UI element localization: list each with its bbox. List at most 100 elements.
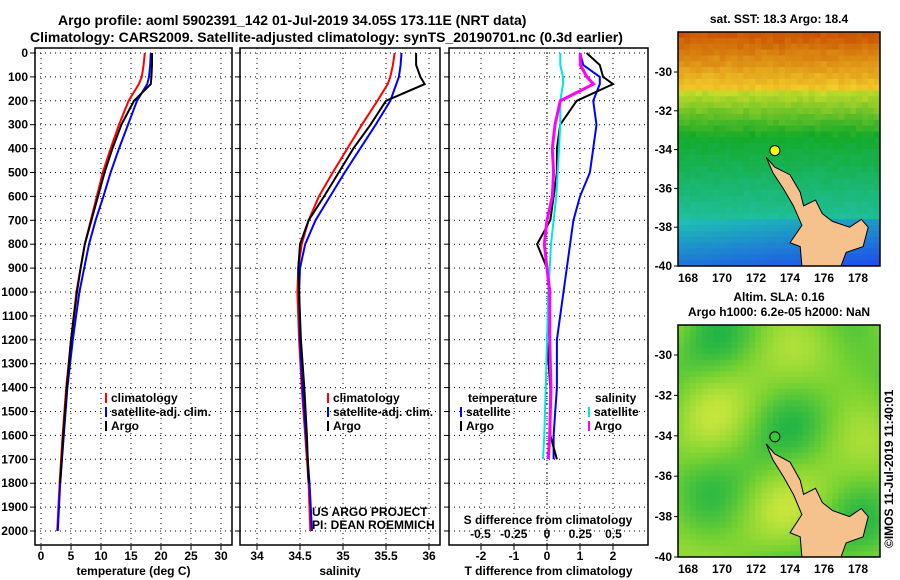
map-cell [826,487,833,494]
map-cell [796,67,804,74]
map-cell [874,248,881,255]
map-cell [802,137,810,144]
map-cell [784,67,792,74]
map-cell [719,201,727,208]
map-cell [761,458,768,465]
map-cell [796,458,804,465]
map-cell [779,377,786,384]
map-cell [695,510,703,517]
map-cell [761,481,768,488]
map-cell [838,61,845,68]
map-cell [784,260,792,267]
map-cell [802,96,810,103]
map-cell [850,446,857,454]
map-cell [719,377,727,384]
map-cell [868,84,875,91]
map-cell [678,487,685,494]
map-cell [784,336,792,343]
map-cell [814,178,822,185]
map-cell [874,359,881,367]
map-cell [737,184,744,191]
map-cell [790,166,798,173]
map-cell [725,510,732,517]
y-tick-label: 100 [8,70,28,84]
map-cell [850,154,857,162]
map-cell [749,166,756,173]
map-cell [678,184,685,191]
project-credit: US ARGO PROJECT [312,505,428,519]
map-cell [868,394,875,401]
map-cell [856,388,863,396]
map-cell [767,32,774,39]
new-zealand-land [765,443,869,558]
map-cell [838,365,845,372]
map-cell [689,493,697,500]
map-cell [802,458,810,465]
map-frame [677,324,881,558]
map-cell [755,184,762,191]
map-cell [802,325,810,332]
map-cell [755,528,762,535]
map-cell [844,207,851,214]
map-cell [790,78,798,86]
map-cell [737,43,744,51]
map-cell [779,354,786,361]
map-cell [868,96,875,103]
map-cell [826,137,833,144]
map-cell [701,336,709,343]
map-cell [874,412,881,419]
map-cell [832,108,839,115]
map-cell [719,522,727,529]
sst-map-title: sat. SST: 18.3 Argo: 18.4 [710,12,849,26]
map-cell [874,149,881,156]
map-cell [868,149,875,156]
map-cell [755,406,762,413]
map-cell [683,242,691,249]
map-cell [814,67,822,74]
map-cell [838,499,845,506]
map-cell [761,149,768,156]
map-cell [761,260,768,267]
map-cell [713,470,721,477]
map-cell [850,330,857,338]
map-cell [796,423,804,430]
map-cell [713,342,721,349]
map-cell [749,359,756,367]
map-cell [761,551,768,558]
map-cell [719,510,727,517]
map-cell [838,131,845,138]
map-cell [695,446,703,454]
argo-float-location-marker [769,431,781,443]
map-cell [719,354,727,361]
map-cell [761,113,768,121]
map-cell [868,207,875,214]
map-cell [868,137,875,144]
map-cell [689,189,697,197]
map-cell [808,37,816,45]
map-cell [838,475,845,483]
map-cell [689,545,697,552]
map-cell [868,481,875,488]
map-cell [761,90,768,97]
map-cell [814,78,822,86]
map-cell [874,516,881,523]
map-cell [707,545,715,552]
map-cell [683,330,691,338]
map-cell [737,143,744,150]
map-cell [808,67,816,74]
map-cell [743,49,750,56]
map-cell [784,383,792,390]
map-cell [707,43,715,51]
map-cell [868,78,875,86]
map-cell [689,371,697,378]
map-cell [844,137,851,144]
map-cell [790,230,798,238]
map-cell [826,125,833,132]
map-cell [713,388,721,396]
map-cell [713,412,721,419]
map-cell [743,248,750,255]
x-axis-label: T difference from climatology [464,564,632,578]
map-cell [862,504,869,512]
map-cell [784,149,792,156]
map-cell [862,236,869,244]
